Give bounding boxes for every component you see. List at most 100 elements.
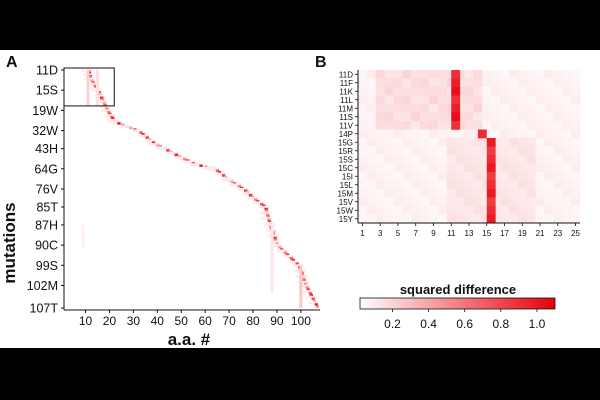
- heatmap-b-cell: [562, 146, 572, 156]
- heatmap-a-cell: [103, 103, 107, 107]
- heatmap-b-cell: [446, 163, 456, 173]
- heatmap-b-y-tick-label: 15S: [339, 155, 353, 164]
- heatmap-b-cell: [455, 138, 465, 147]
- heatmap-b-cell: [429, 87, 439, 96]
- heatmap-a-cell: [99, 96, 104, 100]
- heatmap-b-hot-cell: [451, 104, 461, 113]
- heatmap-b-cell: [508, 172, 519, 181]
- heatmap-b-cell: [544, 138, 554, 147]
- heatmap-b-cell: [437, 163, 448, 173]
- heatmap-b-cell: [571, 172, 581, 181]
- heatmap-a-streak: [95, 70, 99, 106]
- heatmap-b-cell: [402, 206, 412, 215]
- heatmap-b-x-tick-label: 3: [378, 229, 383, 238]
- heatmap-b-cell: [473, 155, 483, 164]
- heatmap-a-cell: [110, 115, 114, 119]
- heatmap-b-cell: [491, 189, 501, 198]
- heatmap-b-cell: [473, 163, 483, 173]
- heatmap-b-cell: [544, 129, 554, 139]
- heatmap-b-cell: [535, 206, 545, 215]
- heatmap-a-cell: [120, 125, 132, 128]
- heatmap-b-cell: [571, 129, 581, 139]
- heatmap-b-cell: [508, 121, 519, 130]
- heatmap-a-cell: [283, 251, 288, 255]
- heatmap-b-cell: [517, 172, 528, 181]
- heatmap-b-cell: [482, 112, 492, 122]
- heatmap-a-cell: [185, 159, 190, 162]
- heatmap-b-cell: [455, 206, 465, 215]
- heatmap-b-cell: [393, 180, 403, 190]
- heatmap-a-y-tick-label: 99S: [36, 259, 58, 273]
- heatmap-b-cell: [508, 180, 519, 190]
- heatmap-b-cell: [393, 189, 403, 198]
- heatmap-b-cell: [571, 112, 581, 122]
- heatmap-a-y-tick-label: 19W: [32, 104, 58, 118]
- heatmap-b-cell: [500, 95, 510, 105]
- heatmap-b-cell: [544, 78, 554, 88]
- heatmap-b-cell: [500, 129, 510, 139]
- heatmap-a-cell: [237, 188, 249, 191]
- heatmap-b-cell: [384, 129, 394, 139]
- heatmap-b-cell: [517, 87, 528, 96]
- heatmap-b-hot-cell: [486, 214, 496, 224]
- heatmap-b-cell: [473, 197, 483, 207]
- heatmap-b-cell: [562, 180, 572, 190]
- heatmap-b-cell: [517, 95, 528, 105]
- heatmap-b-cell: [411, 206, 421, 215]
- heatmap-b-cell: [544, 189, 554, 198]
- heatmap-b-y-tick-label: 15W: [337, 206, 354, 215]
- heatmap-b-cell: [535, 180, 545, 190]
- heatmap-a-x-tick-label: 100: [291, 314, 311, 328]
- heatmap-b-cell: [500, 138, 510, 147]
- heatmap-a-y-tick-label: 32W: [32, 124, 58, 138]
- heatmap-a-y-tick-label: 64G: [34, 162, 58, 176]
- heatmap-b-cell: [411, 104, 421, 113]
- heatmap-a-cell: [305, 295, 317, 299]
- heatmap-b-cell: [491, 206, 501, 215]
- heatmap-b-cell: [553, 138, 563, 147]
- heatmap-b-cell: [553, 214, 563, 224]
- heatmap-b-cell: [384, 197, 394, 207]
- heatmap-a-cell: [100, 98, 105, 101]
- heatmap-b-cell: [393, 197, 403, 207]
- heatmap-b-cell: [553, 129, 563, 139]
- heatmap-b-cell: [508, 206, 519, 215]
- heatmap-b-hot-cell: [486, 197, 496, 207]
- heatmap-b-hot-cell: [486, 189, 496, 198]
- heatmap-b-y-tick-label: 11M: [338, 104, 353, 113]
- heatmap-b-cell: [517, 163, 528, 173]
- heatmap-b-cell: [482, 70, 492, 79]
- heatmap-a-cell: [299, 284, 311, 288]
- heatmap-b-cell: [455, 214, 465, 224]
- heatmap-b-cell: [553, 172, 563, 181]
- heatmap-a-cell: [260, 211, 272, 214]
- heatmap-b-y-tick-label: 15G: [338, 138, 353, 147]
- heatmap-a-cell: [303, 282, 308, 286]
- heatmap-b-cell: [393, 70, 403, 79]
- heatmap-b-cell: [366, 138, 377, 147]
- heatmap-a-cell: [108, 120, 120, 124]
- colorbar-label: squared difference: [400, 282, 516, 297]
- heatmap-a-cell: [258, 205, 270, 209]
- heatmap-b-cell: [571, 206, 581, 215]
- heatmap-b-cell: [402, 197, 412, 207]
- heatmap-a-x-tick-label: 40: [151, 314, 165, 328]
- heatmap-a-cell: [248, 193, 253, 197]
- heatmap-b-cell: [384, 70, 394, 79]
- heatmap-a-cell: [305, 286, 310, 290]
- heatmap-b-cell: [464, 146, 474, 156]
- heatmap-a-axes: 10 20 30 40 50 60 70 80 90 100 11D 15S 19W 32W 43H 64G 7…: [27, 64, 320, 328]
- heatmap-b-cell: [544, 163, 554, 173]
- heatmap-a-cell: [263, 223, 275, 227]
- panel-a-y-axis-label: mutations: [0, 202, 19, 283]
- heatmap-b-cell: [375, 172, 385, 181]
- heatmap-b-cell: [358, 104, 368, 113]
- heatmap-b-cell: [571, 197, 581, 207]
- heatmap-b-cell: [358, 172, 368, 181]
- heatmap-b-y-tick-label: 11F: [340, 79, 353, 88]
- heatmap-a-cell: [267, 218, 271, 222]
- heatmap-b-cell: [464, 112, 474, 122]
- heatmap-a-cell: [314, 303, 319, 306]
- heatmap-b-cell: [517, 206, 528, 215]
- heatmap-b-cell: [437, 172, 448, 181]
